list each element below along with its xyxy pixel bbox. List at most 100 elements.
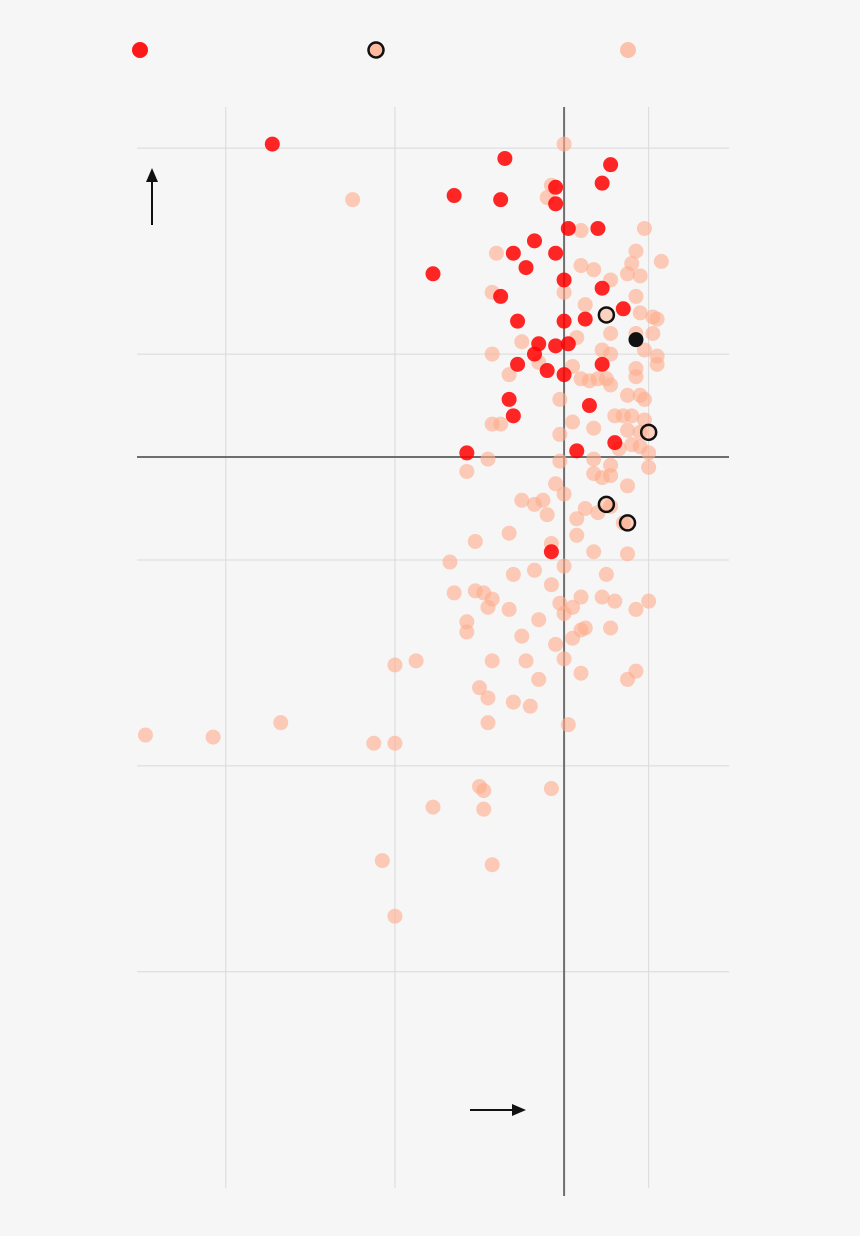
data-point-filled-red <box>510 356 526 372</box>
data-point-filled-peach <box>459 463 475 479</box>
legend <box>132 41 636 59</box>
data-point-filled-red <box>590 220 606 236</box>
data-point-filled-peach <box>573 258 589 274</box>
data-point-filled-black <box>628 332 644 348</box>
data-point-filled-peach <box>586 544 602 560</box>
data-point-filled-red <box>459 445 475 461</box>
data-point-filled-peach <box>620 478 636 494</box>
data-point-filled-peach <box>459 624 475 640</box>
data-point-filled-peach <box>408 653 424 669</box>
legend-item-filled-red <box>132 42 148 58</box>
data-point-filled-peach <box>628 601 644 617</box>
data-point-filled-red <box>556 272 572 288</box>
data-point-filled-peach <box>476 783 492 799</box>
data-point-filled-peach <box>345 192 361 208</box>
data-point-outlined-peach <box>597 495 616 514</box>
data-point-filled-peach <box>387 735 403 751</box>
data-point-filled-peach <box>425 799 441 815</box>
data-point-filled-peach <box>543 577 559 593</box>
data-point-filled-red <box>510 313 526 329</box>
data-point-filled-peach <box>501 601 517 617</box>
data-point-filled-red <box>526 233 542 249</box>
data-point-filled-peach <box>603 620 619 636</box>
data-point-filled-peach <box>624 408 640 424</box>
data-point-filled-red <box>505 408 521 424</box>
data-point-filled-peach <box>514 492 530 508</box>
data-point-filled-peach <box>531 612 547 628</box>
data-point-filled-peach <box>137 727 153 743</box>
data-point-filled-peach <box>636 391 652 407</box>
data-point-outlined-peach <box>618 514 637 532</box>
data-point-filled-peach <box>484 857 500 873</box>
data-point-filled-red <box>594 280 610 296</box>
data-point-filled-peach <box>514 334 530 350</box>
data-point-filled-peach <box>620 422 636 438</box>
data-point-filled-peach <box>514 628 530 644</box>
data-point-filled-peach <box>387 657 403 673</box>
data-point-filled-red <box>548 245 564 261</box>
data-point-filled-peach <box>543 781 559 797</box>
data-point-filled-peach <box>573 665 589 681</box>
data-point-filled-peach <box>488 245 504 261</box>
data-point-filled-peach <box>569 511 585 527</box>
data-point-filled-red <box>539 363 555 379</box>
data-point-filled-peach <box>636 342 652 358</box>
data-point-filled-peach <box>501 525 517 541</box>
data-point-filled-peach <box>518 653 534 669</box>
data-point-filled-peach <box>556 284 572 300</box>
data-point-filled-peach <box>501 367 517 383</box>
legend-item-filled-peach <box>620 42 636 58</box>
data-point-filled-red <box>501 391 517 407</box>
up-arrow-icon <box>146 168 158 225</box>
legend-item-outlined-peach <box>367 41 385 59</box>
data-point-filled-peach <box>548 476 564 492</box>
data-point-filled-red <box>560 220 576 236</box>
data-point-filled-peach <box>641 593 657 609</box>
data-point-filled-red <box>493 192 509 208</box>
data-point-filled-peach <box>552 426 568 442</box>
data-point-filled-peach <box>594 589 610 605</box>
data-point-filled-peach <box>556 558 572 574</box>
data-point-filled-red <box>581 398 597 414</box>
data-point-filled-peach <box>620 387 636 403</box>
data-point-filled-peach <box>548 636 564 652</box>
data-point-filled-peach <box>628 243 644 259</box>
data-point-filled-peach <box>467 533 483 549</box>
data-point-filled-red <box>548 338 564 354</box>
legend-marker-filled-peach <box>620 42 636 58</box>
data-point-filled-peach <box>480 715 496 731</box>
data-point-filled-peach <box>480 451 496 467</box>
data-point-filled-peach <box>603 346 619 362</box>
data-point-filled-peach <box>586 262 602 278</box>
data-point-filled-peach <box>653 253 669 269</box>
data-point-filled-peach <box>573 589 589 605</box>
data-point-filled-peach <box>645 325 661 341</box>
data-point-filled-peach <box>632 268 648 284</box>
data-point-filled-red <box>556 367 572 383</box>
data-point-filled-peach <box>641 445 657 461</box>
data-point-filled-peach <box>480 599 496 615</box>
data-point-filled-peach <box>603 457 619 473</box>
data-point-filled-peach <box>552 453 568 469</box>
data-point-filled-peach <box>387 908 403 924</box>
data-point-filled-peach <box>598 566 614 582</box>
data-point-filled-peach <box>569 527 585 543</box>
data-point-filled-peach <box>539 507 555 523</box>
data-point-filled-peach <box>374 853 390 869</box>
data-point-filled-peach <box>531 671 547 687</box>
data-point-filled-peach <box>632 305 648 321</box>
data-point-filled-peach <box>522 698 538 714</box>
data-point-filled-peach <box>493 416 509 432</box>
data-point-outlined-peach <box>639 423 658 442</box>
data-point-filled-red <box>556 313 572 329</box>
data-point-filled-peach <box>472 680 488 696</box>
data-point-filled-peach <box>603 325 619 341</box>
data-point-filled-red <box>497 150 513 166</box>
data-point-filled-red <box>264 136 280 152</box>
data-point-filled-red <box>603 157 619 173</box>
legend-marker-filled-red <box>132 42 148 58</box>
data-point-filled-peach <box>636 220 652 236</box>
data-point-filled-peach <box>505 566 521 582</box>
data-point-filled-peach <box>577 297 593 313</box>
